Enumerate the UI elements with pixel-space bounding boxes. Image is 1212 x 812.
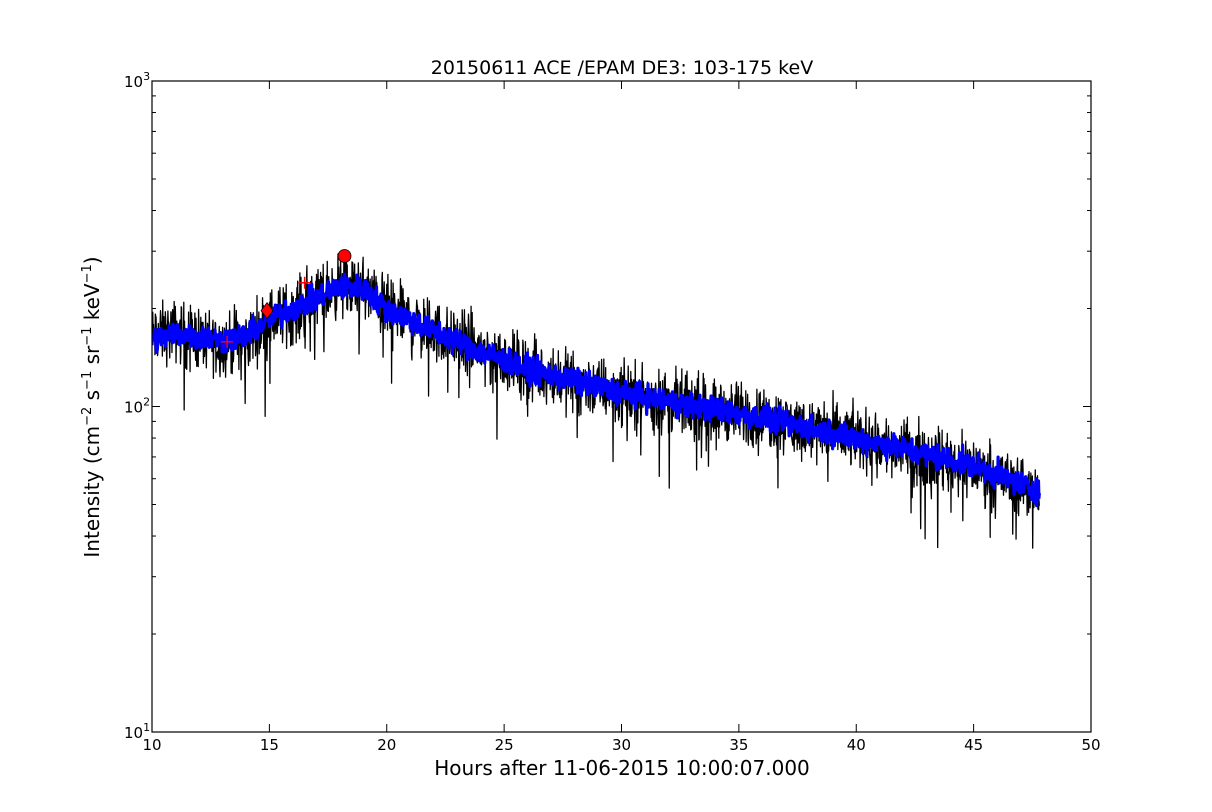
- x-tick-label: 50: [1081, 736, 1100, 754]
- smoothed-intensity-line: [152, 272, 1041, 508]
- y-tick-base: 10: [124, 73, 143, 91]
- x-tick-label: 35: [729, 736, 748, 754]
- y-label-suffix: ): [80, 256, 104, 264]
- x-tick-label: 15: [260, 736, 279, 754]
- x-axis: 10 15 20 25 30 35 40 45 50: [142, 81, 1101, 754]
- y-tick-base: 10: [124, 399, 143, 417]
- chart-title: 20150611 ACE /EPAM DE3: 103-175 keV: [431, 57, 813, 79]
- y-label-cm-exponent: −2: [80, 407, 95, 426]
- y-label-sr-exponent: −1: [80, 327, 95, 346]
- y-tick-exponent: 3: [143, 70, 150, 83]
- y-label-kev: keV: [80, 283, 104, 327]
- y-tick-exponent: 1: [143, 721, 150, 734]
- plus-marker: [298, 276, 311, 289]
- x-tick-label: 30: [612, 736, 631, 754]
- marker-layer: [221, 249, 352, 348]
- x-axis-label: Hours after 11-06-2015 10:00:07.000: [434, 756, 810, 780]
- diamond-marker: [260, 301, 274, 320]
- y-label-kev-exponent: −1: [80, 264, 95, 283]
- y-tick-base: 10: [124, 724, 143, 742]
- y-label-s-exponent: −1: [80, 371, 95, 390]
- x-tick-label: 10: [142, 736, 161, 754]
- x-tick-label: 20: [377, 736, 396, 754]
- x-tick-label: 40: [847, 736, 866, 754]
- y-axis-label: Intensity (cm−2 s−1 sr−1 keV−1): [80, 256, 104, 557]
- series-layer: [152, 253, 1041, 549]
- x-tick-label: 45: [964, 736, 983, 754]
- y-tick-label: 102: [124, 396, 150, 417]
- y-tick-label: 101: [124, 721, 150, 742]
- circle-marker: [337, 249, 352, 263]
- y-label-prefix: Intensity (cm: [80, 426, 104, 558]
- y-label-s: s: [80, 390, 104, 407]
- y-tick-exponent: 2: [143, 396, 150, 409]
- x-tick-label: 25: [495, 736, 514, 754]
- y-tick-label: 103: [124, 70, 150, 91]
- plus-marker: [221, 335, 234, 348]
- y-label-sr: sr: [80, 345, 104, 371]
